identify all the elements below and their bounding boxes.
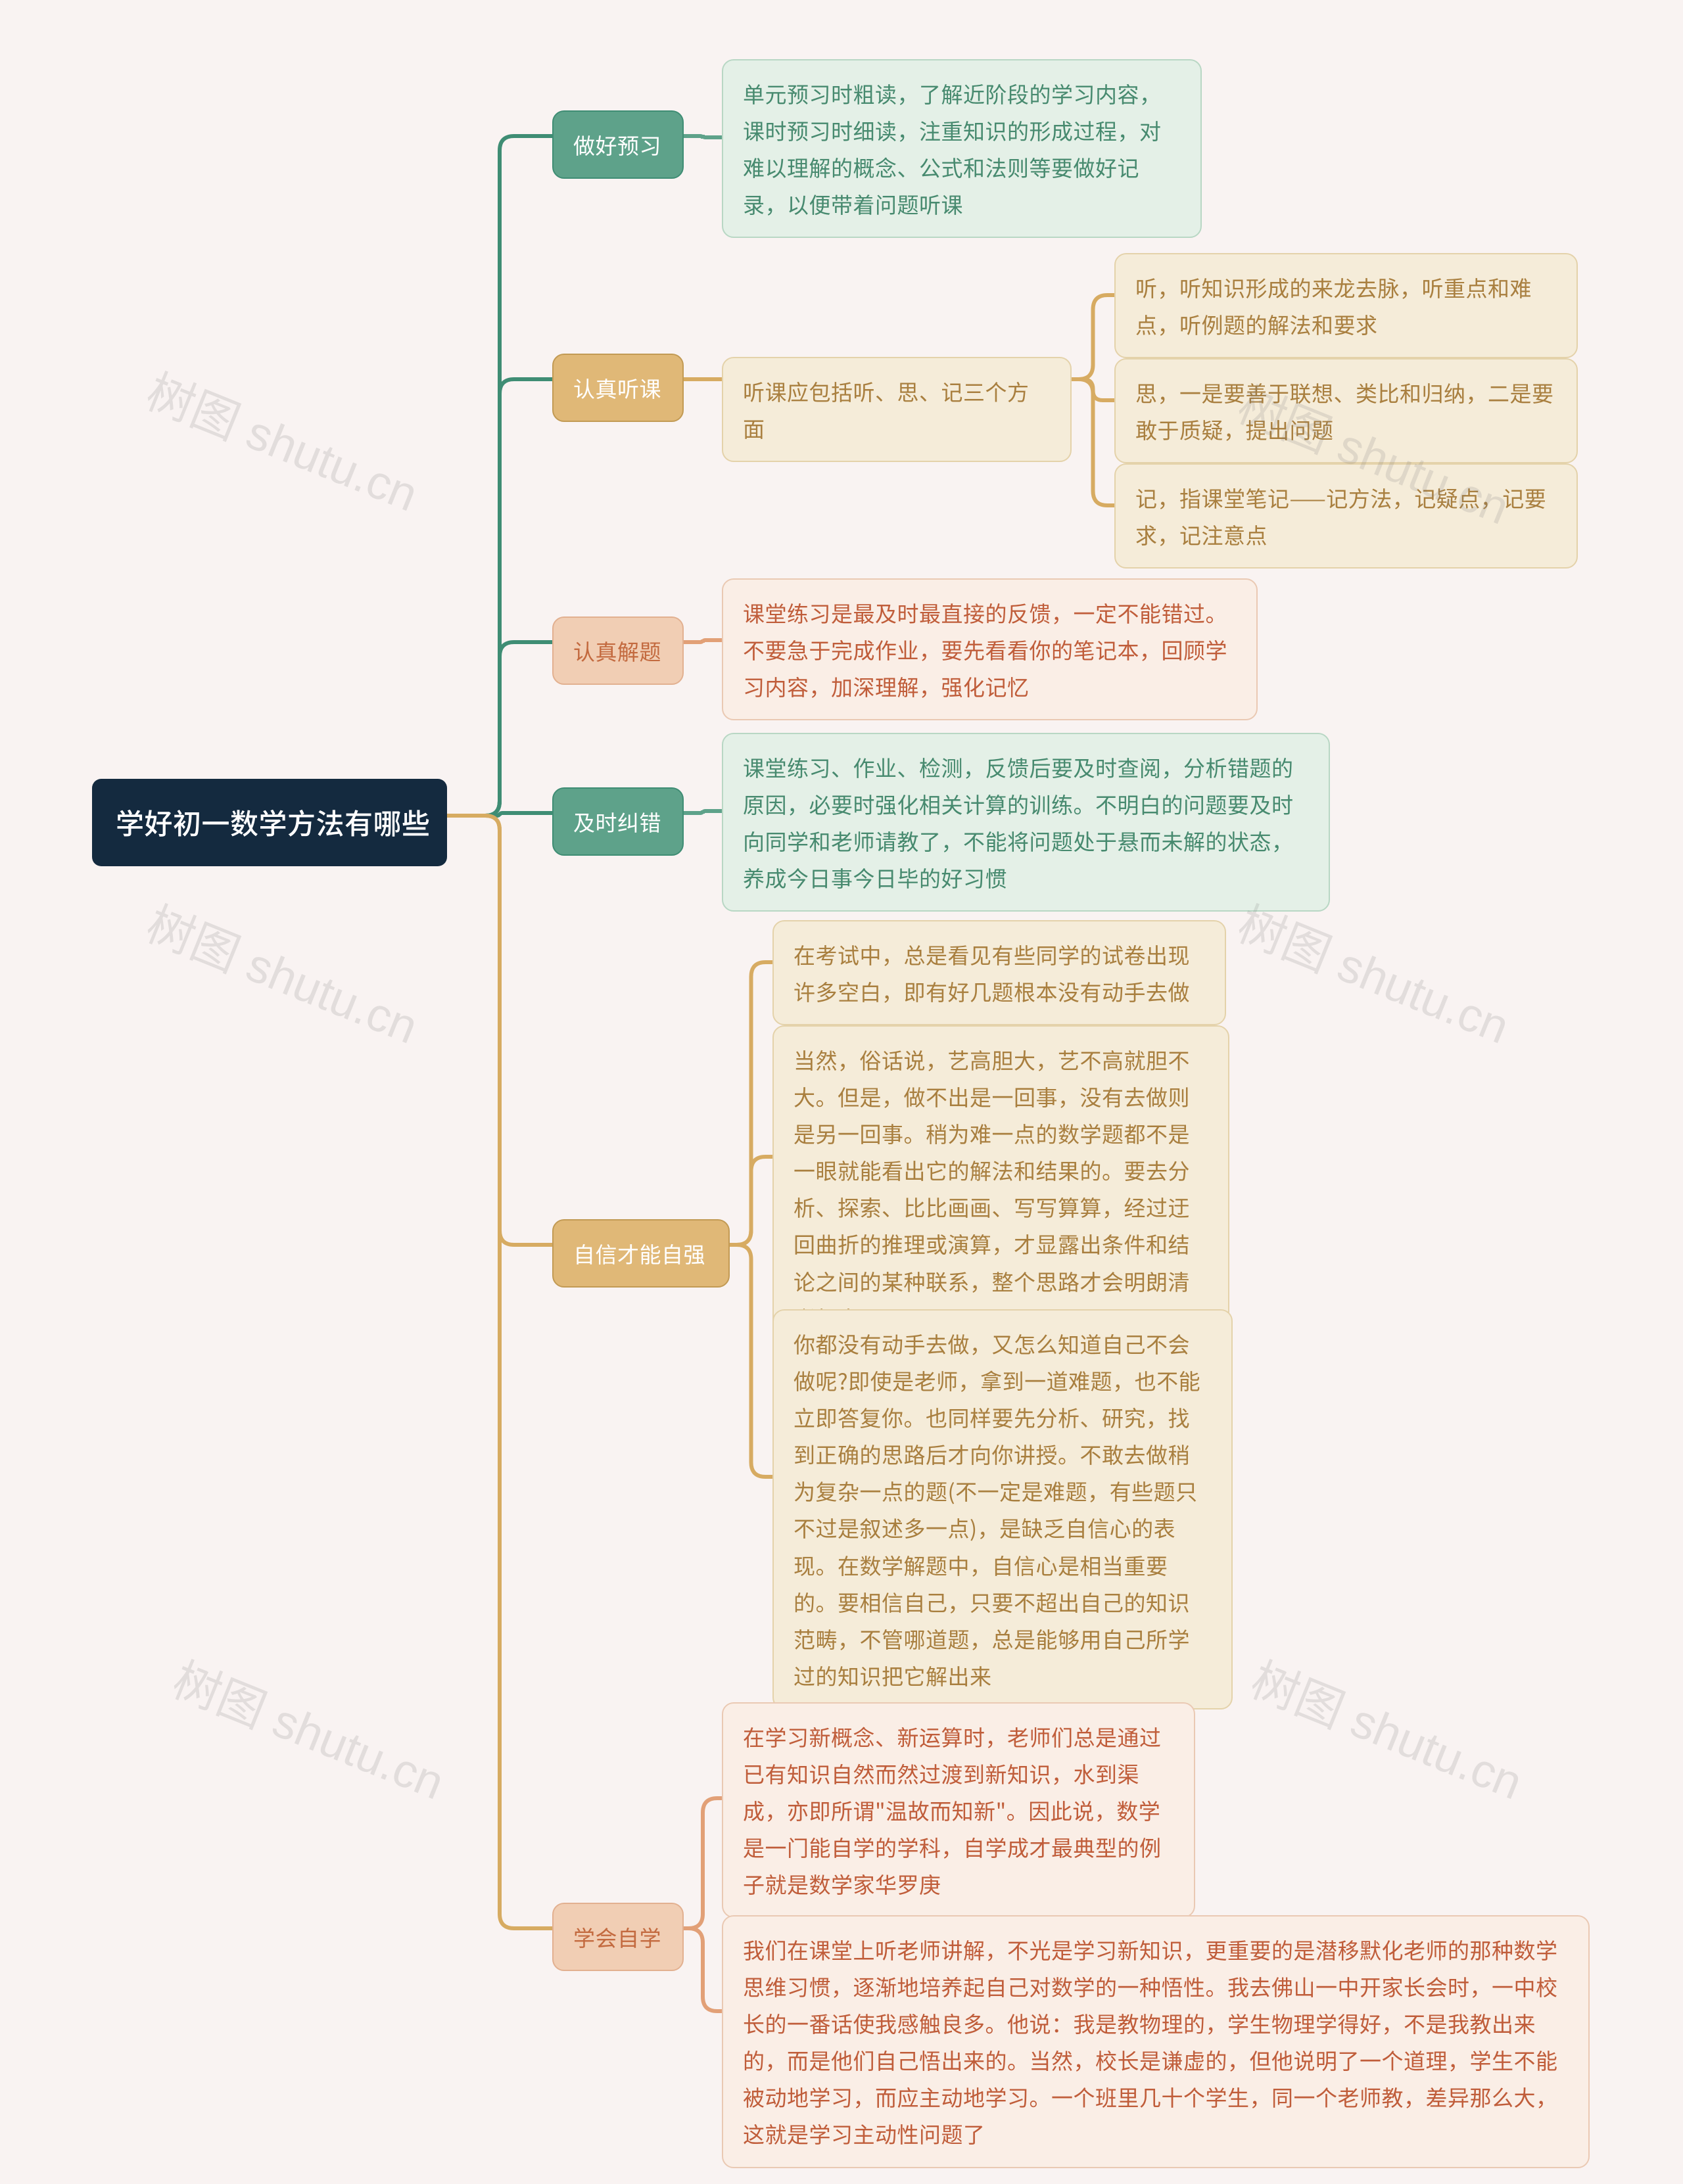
leaf-node-b4-0: 课堂练习、作业、检测，反馈后要及时查阅，分析错题的原因，必要时强化相关计算的训练… xyxy=(722,733,1330,912)
leaf-node-b3-0: 课堂练习是最及时最直接的反馈，一定不能错过。不要急于完成作业，要先看看你的笔记本… xyxy=(722,578,1258,720)
branch-node-b1: 做好预习 xyxy=(552,110,684,179)
leaf-node-b1-0: 单元预习时粗读，了解近阶段的学习内容，课时预习时细读，注重知识的形成过程，对难以… xyxy=(722,59,1202,238)
leaf-node-b5-0: 在考试中，总是看见有些同学的试卷出现许多空白，即有好几题根本没有动手去做 xyxy=(772,920,1226,1025)
branch-node-b4: 及时纠错 xyxy=(552,787,684,856)
mid-node-b2: 听课应包括听、思、记三个方面 xyxy=(722,357,1072,462)
leaf-node-b2-1: 思，一是要善于联想、类比和归纳，二是要敢于质疑，提出问题 xyxy=(1114,358,1578,463)
leaf-node-b6-0: 在学习新概念、新运算时，老师们总是通过已有知识自然而然过渡到新知识，水到渠成，亦… xyxy=(722,1702,1195,1918)
leaf-node-b2-2: 记，指课堂笔记——记方法，记疑点，记要求，记注意点 xyxy=(1114,463,1578,569)
leaf-node-b5-2: 你都没有动手去做，又怎么知道自己不会做呢?即使是老师，拿到一道难题，也不能立即答… xyxy=(772,1309,1233,1709)
leaf-node-b5-1: 当然，俗话说，艺高胆大，艺不高就胆不大。但是，做不出是一回事，没有去做则是另一回… xyxy=(772,1025,1229,1352)
root-node: 学好初一数学方法有哪些 xyxy=(92,779,447,866)
branch-node-b3: 认真解题 xyxy=(552,616,684,685)
branch-node-b6: 学会自学 xyxy=(552,1903,684,1971)
branch-node-b5: 自信才能自强 xyxy=(552,1219,730,1288)
branch-node-b2: 认真听课 xyxy=(552,354,684,422)
leaf-node-b6-1: 我们在课堂上听老师讲解，不光是学习新知识，更重要的是潜移默化老师的那种数学思维习… xyxy=(722,1915,1590,2168)
leaf-node-b2-0: 听，听知识形成的来龙去脉，听重点和难点，听例题的解法和要求 xyxy=(1114,253,1578,358)
